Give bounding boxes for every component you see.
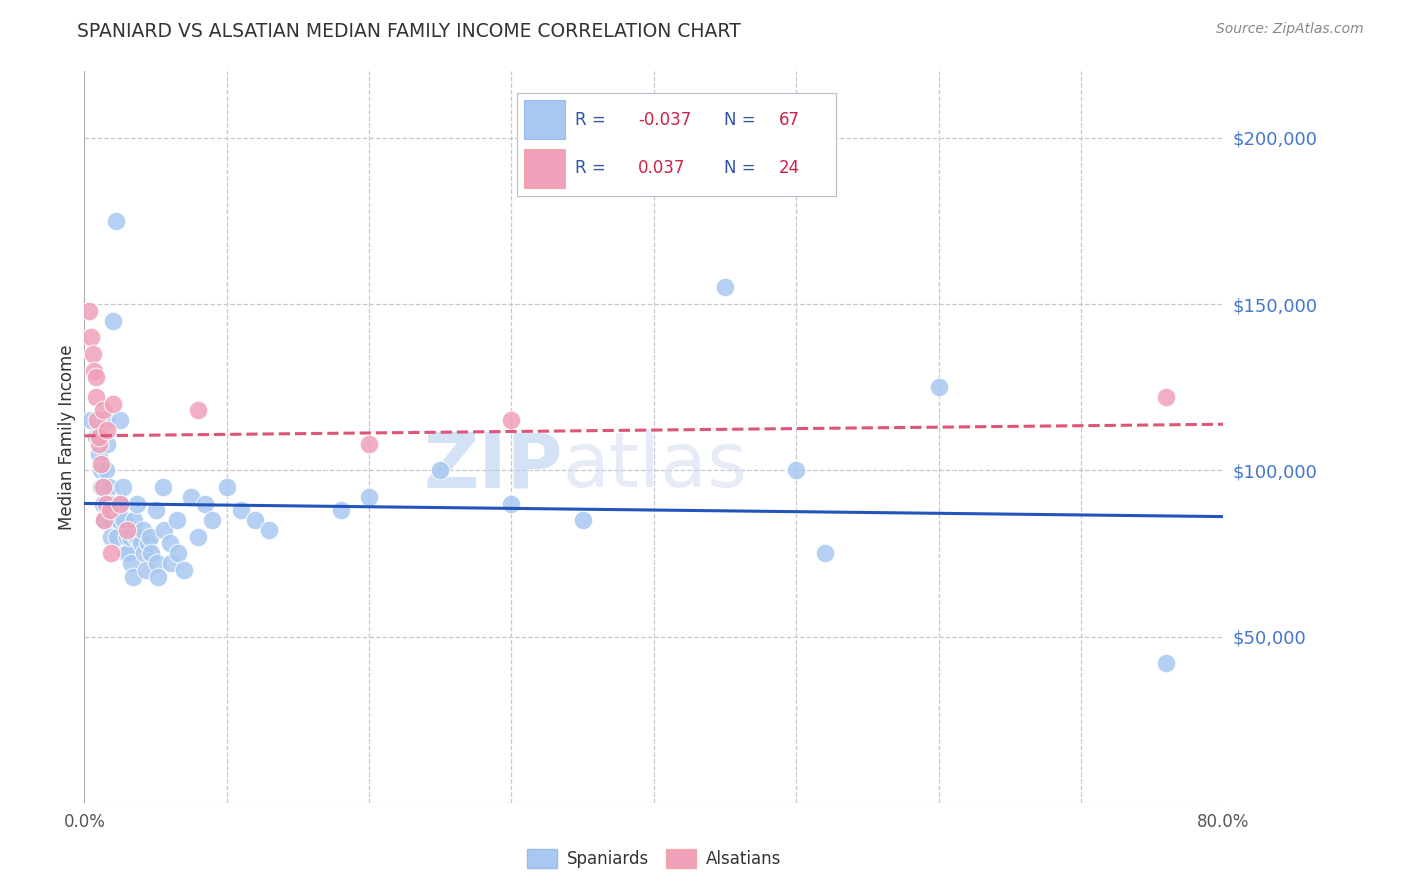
Point [131, 536, 153, 550]
Point [104, 214, 127, 228]
Point [785, 463, 807, 477]
Point [141, 546, 163, 560]
Point [814, 546, 837, 560]
Point [187, 530, 209, 544]
Point [108, 497, 131, 511]
Point [105, 530, 128, 544]
Point [100, 546, 122, 560]
Point [148, 570, 170, 584]
Point [90, 480, 112, 494]
Point [86, 413, 108, 427]
Point [714, 280, 737, 294]
Point [139, 530, 162, 544]
Point [259, 523, 281, 537]
Point [96, 436, 118, 450]
Point [122, 513, 145, 527]
Point [83, 363, 105, 377]
Point [94, 463, 117, 477]
Point [87, 436, 110, 450]
Point [167, 546, 190, 560]
Point [329, 503, 352, 517]
Point [120, 557, 142, 571]
Point [153, 523, 176, 537]
Point [359, 490, 381, 504]
Point [91, 403, 114, 417]
Point [125, 497, 148, 511]
Point [115, 530, 138, 544]
Point [80, 413, 103, 427]
Point [359, 436, 381, 450]
Point [84, 370, 107, 384]
Point [194, 497, 217, 511]
Point [1156, 656, 1178, 670]
Point [91, 480, 114, 494]
Point [138, 536, 160, 550]
Point [82, 347, 104, 361]
Point [110, 497, 132, 511]
Text: Source: ZipAtlas.com: Source: ZipAtlas.com [1216, 22, 1364, 37]
Point [229, 503, 252, 517]
Point [84, 430, 107, 444]
Point [98, 503, 121, 517]
Point [100, 530, 122, 544]
Point [501, 497, 523, 511]
Y-axis label: Median Family Income: Median Family Income [58, 344, 76, 530]
Point [91, 497, 114, 511]
Point [118, 530, 141, 544]
Point [187, 403, 209, 417]
Point [201, 513, 224, 527]
Point [571, 513, 593, 527]
Point [93, 513, 115, 527]
Point [97, 480, 120, 494]
Point [173, 563, 195, 577]
Point [90, 457, 112, 471]
Point [93, 513, 115, 527]
Point [501, 413, 523, 427]
Point [127, 530, 149, 544]
Point [152, 480, 174, 494]
Point [90, 463, 112, 477]
Point [94, 413, 117, 427]
Point [117, 546, 139, 560]
Point [121, 570, 143, 584]
Text: ZIP: ZIP [423, 429, 562, 503]
Point [928, 380, 950, 394]
Point [145, 503, 167, 517]
Text: SPANIARD VS ALSATIAN MEDIAN FAMILY INCOME CORRELATION CHART: SPANIARD VS ALSATIAN MEDIAN FAMILY INCOM… [77, 22, 741, 41]
Point [114, 546, 136, 560]
Point [94, 497, 117, 511]
Point [124, 530, 146, 544]
Point [166, 513, 188, 527]
Point [80, 330, 103, 344]
Point [84, 390, 107, 404]
Point [245, 513, 267, 527]
Point [160, 557, 183, 571]
Point [1156, 390, 1178, 404]
Point [146, 557, 169, 571]
Point [134, 546, 156, 560]
Point [159, 536, 181, 550]
Point [98, 513, 121, 527]
Point [215, 480, 238, 494]
Point [132, 523, 155, 537]
Point [111, 480, 134, 494]
Point [429, 463, 451, 477]
Point [180, 490, 202, 504]
Point [107, 513, 129, 527]
Point [112, 513, 135, 527]
Point [115, 523, 138, 537]
Point [108, 413, 131, 427]
Point [135, 563, 157, 577]
Point [96, 424, 118, 438]
Text: atlas: atlas [562, 429, 748, 503]
Point [101, 397, 124, 411]
Point [98, 497, 121, 511]
Legend: Spaniards, Alsatians: Spaniards, Alsatians [520, 842, 787, 875]
Point [101, 314, 124, 328]
Point [87, 430, 110, 444]
Point [87, 447, 110, 461]
Point [77, 303, 100, 318]
